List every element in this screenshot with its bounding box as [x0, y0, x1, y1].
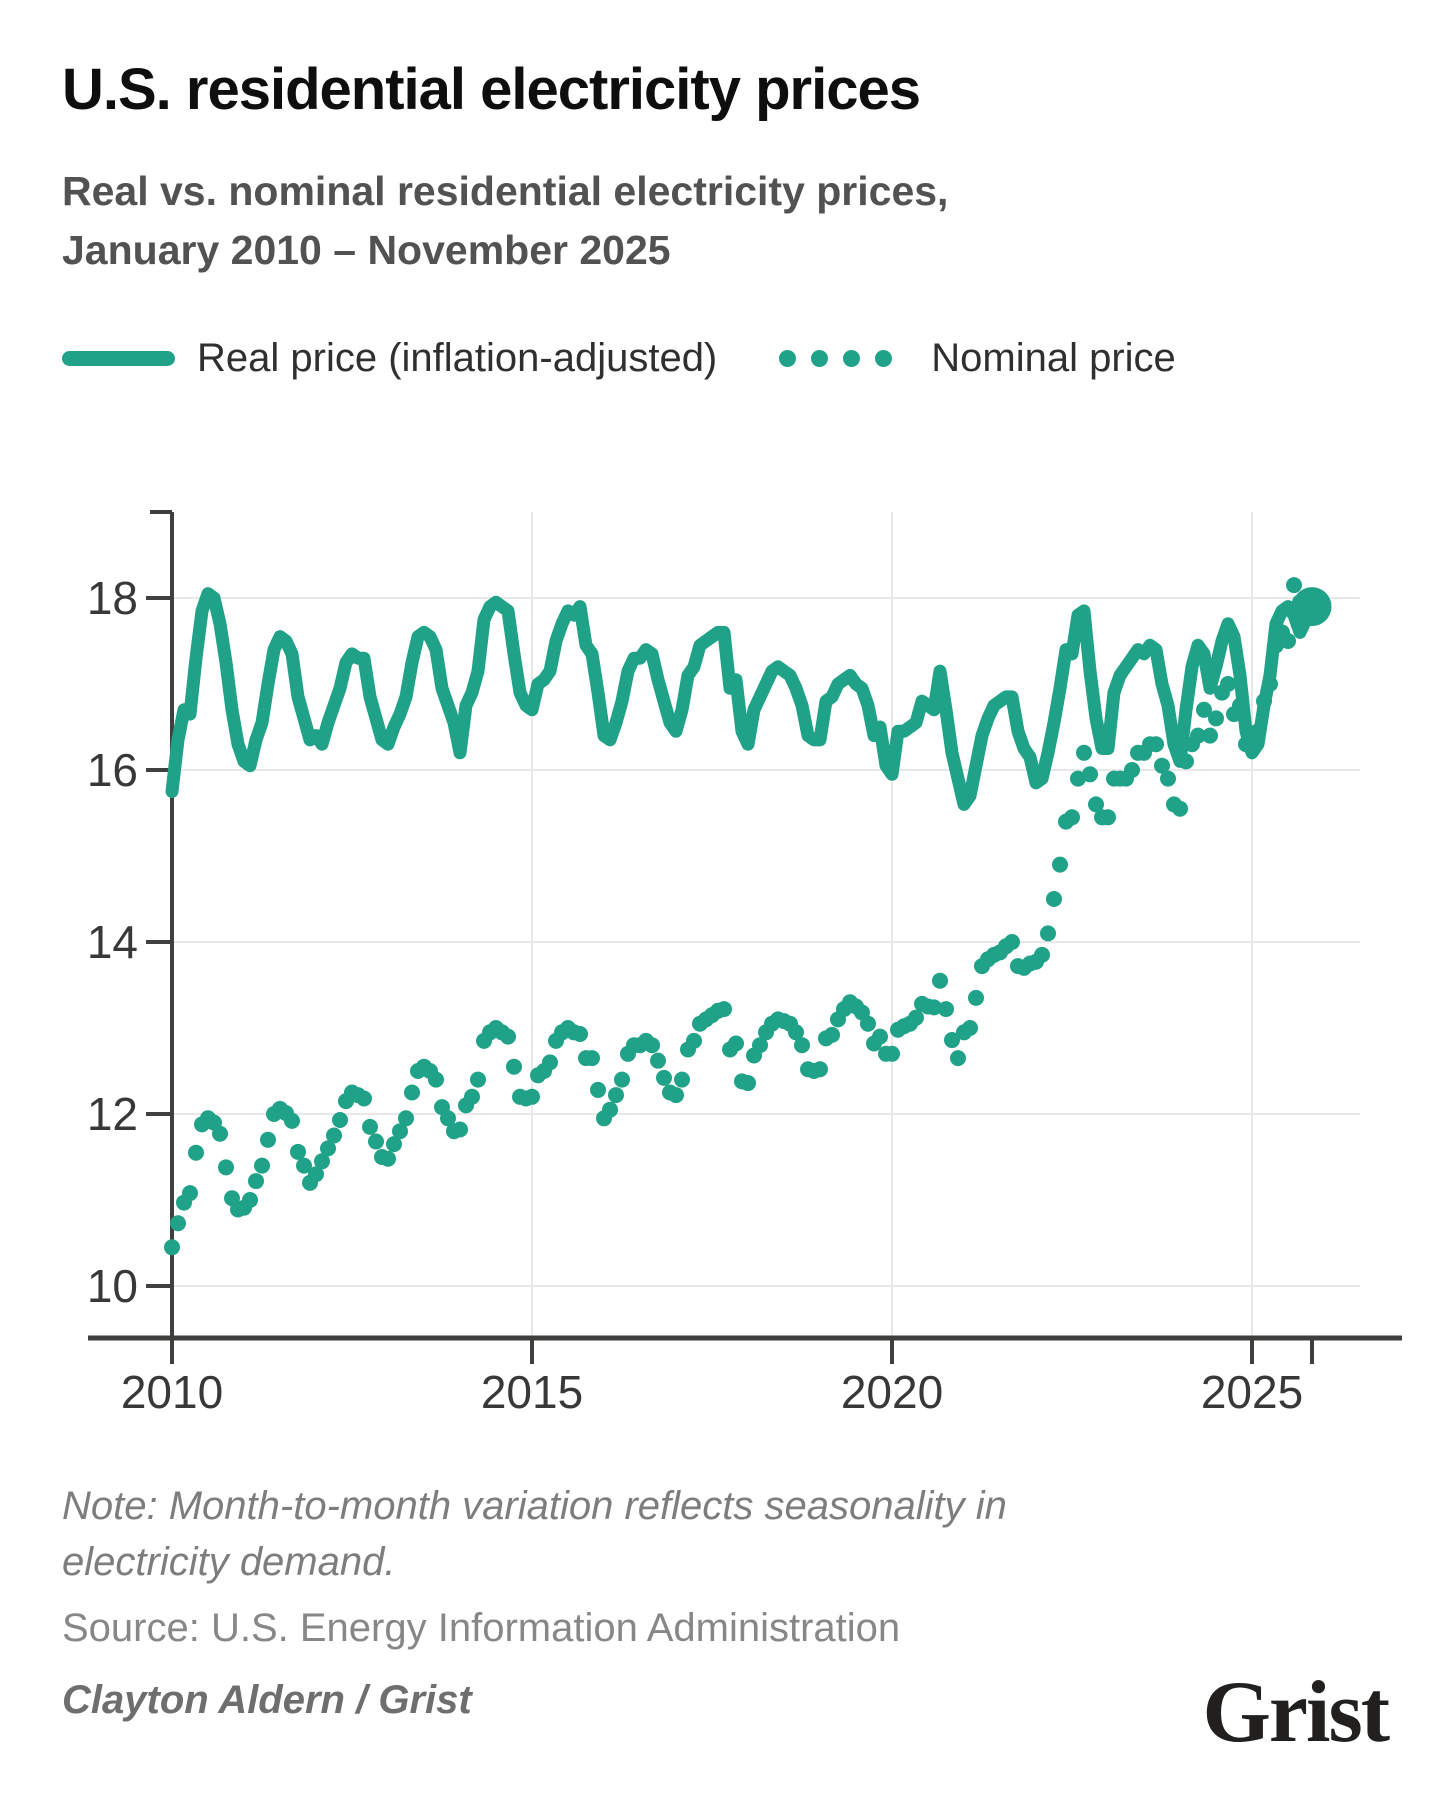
note-line-2: electricity demand. [62, 1540, 396, 1584]
footer: Note: Month-to-month variation reflects … [62, 1478, 1007, 1728]
legend: Real price (inflation-adjusted) Nominal … [62, 336, 1176, 381]
x-axis-label: 2020 [841, 1366, 943, 1418]
y-axis-label: 18 [87, 572, 138, 624]
subtitle-line-2: January 2010 – November 2025 [62, 227, 671, 274]
nominal-price-dots [164, 577, 1320, 1256]
y-axis-label: 14 [87, 916, 138, 968]
real-price-line-icon [62, 351, 175, 366]
legend-label-real: Real price (inflation-adjusted) [197, 336, 718, 380]
x-axis-label: 2010 [121, 1366, 223, 1418]
legend-dot [875, 350, 893, 367]
nominal-price-dots-icon [779, 350, 907, 367]
chart-title: U.S. residential electricity prices [62, 57, 921, 122]
source-credit: Source: U.S. Energy Information Administ… [62, 1606, 901, 1650]
legend-dot [843, 350, 861, 367]
x-axis-label: 2015 [481, 1366, 583, 1418]
chart-note: Note: Month-to-month variation reflects … [62, 1478, 1007, 1590]
chart-subtitle: Real vs. nominal residential electricity… [62, 162, 948, 281]
legend-dot [779, 350, 797, 367]
y-axis-label: 16 [87, 744, 138, 796]
real-price-line [165, 587, 1319, 811]
legend-label-nominal: Nominal price [931, 336, 1176, 380]
y-axis-label: 10 [87, 1260, 138, 1312]
x-axis-label: 2025 [1201, 1366, 1303, 1418]
author-credit: Clayton Aldern / Grist [62, 1678, 472, 1722]
grist-logo: Grist [1202, 1664, 1390, 1761]
endpoint-dot [1292, 587, 1332, 627]
note-line-1: Note: Month-to-month variation reflects … [62, 1484, 1007, 1528]
price-chart: 10 12 14 16 18 2010 2015 2020 2025 [87, 510, 1402, 1418]
y-axis-label: 12 [87, 1088, 138, 1140]
subtitle-line-1: Real vs. nominal residential electricity… [62, 168, 949, 214]
legend-dot [811, 350, 829, 367]
